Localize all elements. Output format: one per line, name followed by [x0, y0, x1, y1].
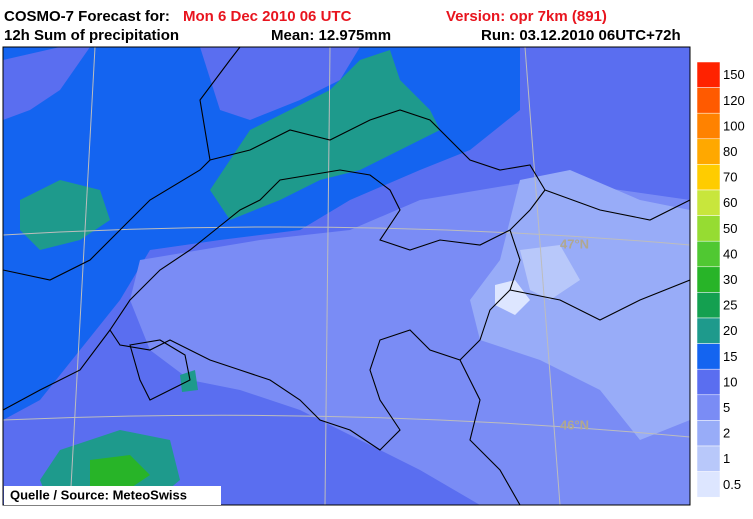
- legend-label: 30: [723, 272, 737, 287]
- legend-label: 60: [723, 195, 737, 210]
- color-box: [696, 471, 721, 498]
- color-box: [696, 215, 721, 242]
- source: Quelle / Source: MeteoSwiss: [10, 487, 187, 502]
- product: 12h Sum of precipitation: [4, 27, 179, 44]
- color-box: [696, 189, 721, 216]
- legend-label: 2: [723, 426, 730, 441]
- map-frame: [2, 46, 691, 506]
- color-box: [696, 420, 721, 447]
- map: 47°N 46°N Quelle / Source: MeteoSwiss: [2, 46, 691, 506]
- legend-label: 20: [723, 323, 737, 338]
- color-box: [696, 138, 721, 165]
- field: [210, 50, 440, 220]
- graticule: [3, 414, 690, 438]
- field: [470, 170, 690, 440]
- legend-label: 40: [723, 246, 737, 261]
- border: [544, 189, 690, 221]
- border: [459, 359, 521, 505]
- graticule: [324, 47, 331, 505]
- legend-label: 5: [723, 400, 730, 415]
- lake: [129, 339, 191, 401]
- legend-label: 10: [723, 374, 737, 389]
- graticule: [69, 47, 96, 505]
- field: [90, 455, 150, 495]
- border: [209, 109, 546, 191]
- border: [509, 279, 690, 321]
- field: [3, 47, 90, 120]
- graticule: [3, 226, 690, 246]
- legend: 150 120 100 80 70 60 50 40 30 25 20 15 10 5 2 1 0.5: [696, 61, 745, 498]
- graticule: [524, 47, 561, 505]
- color-box: [696, 317, 721, 344]
- color-box: [696, 368, 721, 396]
- legend-label: 0.5: [723, 477, 741, 492]
- legend-label: 80: [723, 144, 737, 159]
- title: COSMO-7 Forecast for:: [4, 8, 170, 25]
- legend-label: 50: [723, 221, 737, 236]
- border: [3, 329, 111, 411]
- color-box: [696, 87, 721, 114]
- color-box: [696, 292, 721, 319]
- color-box: [696, 343, 721, 370]
- legend-label: 1: [723, 451, 730, 466]
- color-box: [696, 61, 721, 88]
- field: [495, 280, 530, 315]
- border: [3, 47, 241, 281]
- legend-label: 15: [723, 349, 737, 364]
- graticule-label: 46°N: [560, 417, 589, 432]
- legend-label: 70: [723, 170, 737, 185]
- run: Run: 03.12.2010 06UTC+72h: [481, 27, 681, 44]
- color-box: [696, 445, 721, 472]
- color-box: [696, 112, 721, 140]
- color-box: [696, 266, 721, 293]
- legend-label: 25: [723, 298, 737, 313]
- graticule-label: 47°N: [560, 236, 589, 251]
- legend-label: 100: [723, 118, 745, 133]
- field: [200, 47, 360, 120]
- version: Version: opr 7km (891): [446, 8, 607, 25]
- mean: Mean: 12.975mm: [271, 27, 391, 44]
- legend-label: 120: [723, 93, 745, 108]
- forecast-time: Mon 6 Dec 2010 06 UTC: [183, 8, 352, 25]
- field: [520, 245, 580, 300]
- source-box: [4, 486, 221, 505]
- legend-label: 150: [723, 67, 745, 82]
- color-box: [696, 240, 721, 268]
- color-box: [696, 394, 721, 421]
- color-box: [696, 164, 721, 191]
